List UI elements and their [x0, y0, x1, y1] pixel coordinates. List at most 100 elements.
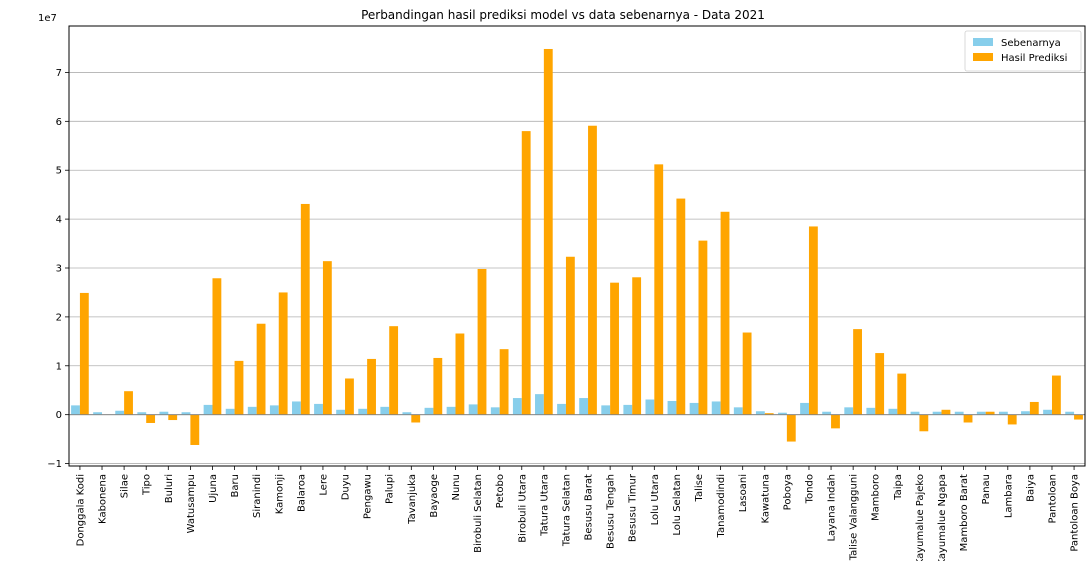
- bar-sebenarnya: [667, 400, 677, 415]
- x-tick-label: Pantoloan Boya: [1070, 474, 1081, 552]
- bar-hasil-prediksi: [455, 333, 465, 415]
- bar-hasil-prediksi: [1051, 375, 1061, 415]
- bar-hasil-prediksi: [941, 409, 951, 415]
- x-tick-label: Kabonena: [98, 474, 109, 524]
- legend-swatch: [973, 38, 993, 46]
- x-tick-label: Silae: [120, 474, 131, 498]
- bar-hasil-prediksi: [1074, 414, 1083, 420]
- bar-sebenarnya: [402, 412, 412, 415]
- bar-hasil-prediksi: [477, 268, 487, 415]
- x-tick-label: Bayaoge: [429, 474, 440, 518]
- bar-sebenarnya: [71, 405, 80, 415]
- bar-hasil-prediksi: [985, 411, 995, 415]
- y-tick-label: 6: [56, 117, 62, 128]
- bar-sebenarnya: [733, 407, 743, 415]
- bar-sebenarnya: [159, 411, 169, 415]
- bar-hasil-prediksi: [632, 277, 642, 415]
- x-tick-label: Lere: [318, 474, 329, 496]
- legend-label: Sebenarnya: [1001, 38, 1061, 49]
- x-tick-label: Petobo: [495, 474, 506, 508]
- y-tick-label: 7: [56, 68, 62, 79]
- x-tick-label: Layana Indah: [827, 474, 838, 542]
- bar-sebenarnya: [822, 411, 832, 415]
- bar-hasil-prediksi: [897, 373, 907, 415]
- x-tick-label: Palupi: [385, 474, 396, 504]
- x-tick-label: Balaroa: [296, 474, 307, 512]
- x-tick-label: Besusu Barat: [584, 474, 595, 541]
- bar-sebenarnya: [888, 408, 898, 415]
- x-tick-label: Ujuna: [208, 474, 219, 503]
- bar-sebenarnya: [579, 398, 589, 415]
- x-tick-label: Tipo: [142, 474, 153, 496]
- bar-hasil-prediksi: [698, 240, 708, 415]
- x-tick-label: Birobuli Utara: [517, 474, 528, 543]
- bar-hasil-prediksi: [146, 414, 156, 423]
- bars: [71, 48, 1083, 445]
- legend-label: Hasil Prediksi: [1001, 53, 1067, 64]
- x-tick-label: Tatura Utara: [539, 474, 550, 537]
- bar-hasil-prediksi: [300, 203, 310, 415]
- bar-sebenarnya: [623, 404, 633, 415]
- bar-hasil-prediksi: [168, 414, 178, 421]
- y-tick-label: 0: [56, 410, 62, 421]
- y-axis: −1 0 1 2 3 4 5 6 7: [47, 68, 69, 470]
- bar-hasil-prediksi: [875, 353, 885, 415]
- bar-sebenarnya: [844, 407, 854, 415]
- x-tick-label: Talise Valangguni: [849, 474, 860, 561]
- legend: Sebenarnya Hasil Prediksi: [964, 30, 1082, 72]
- bar-sebenarnya: [1043, 409, 1052, 415]
- x-tick-label: Pantoloan: [1047, 474, 1058, 523]
- chart-title: Perbandingan hasil prediksi model vs dat…: [361, 8, 765, 22]
- bar-sebenarnya: [800, 402, 809, 415]
- bar-sebenarnya: [601, 405, 611, 415]
- bar-sebenarnya: [380, 406, 390, 415]
- bar-sebenarnya: [468, 404, 478, 415]
- bar-hasil-prediksi: [234, 360, 244, 415]
- y-tick-label: 3: [56, 264, 62, 275]
- bar-hasil-prediksi: [786, 414, 796, 442]
- x-tick-label: Lambara: [1003, 474, 1014, 518]
- bar-hasil-prediksi: [190, 414, 200, 445]
- y-axis-scale-label: 1e7: [38, 13, 57, 24]
- bar-sebenarnya: [247, 406, 257, 415]
- x-tick-label: Kawatuna: [760, 474, 771, 524]
- x-tick-label: Buluri: [164, 474, 175, 503]
- bar-sebenarnya: [645, 399, 655, 415]
- bar-sebenarnya: [225, 408, 235, 415]
- bar-hasil-prediksi: [367, 358, 376, 415]
- legend-box: [964, 30, 1082, 72]
- bar-hasil-prediksi: [742, 332, 752, 415]
- bar-sebenarnya: [181, 412, 191, 415]
- bar-hasil-prediksi: [543, 48, 553, 415]
- y-tick-label: 4: [56, 215, 62, 226]
- bar-hasil-prediksi: [521, 131, 531, 415]
- x-tick-label: Nunu: [451, 474, 462, 501]
- bar-hasil-prediksi: [1029, 401, 1039, 415]
- bar-hasil-prediksi: [831, 414, 840, 429]
- bar-hasil-prediksi: [499, 349, 509, 415]
- y-tick-label: 5: [56, 166, 62, 177]
- x-tick-label: Kamonji: [274, 474, 285, 514]
- bar-hasil-prediksi: [963, 414, 973, 423]
- bar-hasil-prediksi: [212, 278, 222, 415]
- bar-sebenarnya: [932, 411, 942, 415]
- x-tick-label: Tavanjuka: [407, 474, 418, 525]
- bar-sebenarnya: [755, 411, 765, 415]
- bar-hasil-prediksi: [853, 329, 862, 415]
- bar-sebenarnya: [976, 411, 986, 415]
- x-tick-label: Kayumalue Ngapa: [937, 474, 948, 561]
- bar-sebenarnya: [778, 412, 787, 415]
- bar-hasil-prediksi: [345, 378, 354, 415]
- bar-sebenarnya: [424, 407, 434, 415]
- bar-sebenarnya: [93, 412, 103, 415]
- bar-sebenarnya: [203, 404, 213, 415]
- bar-hasil-prediksi: [256, 323, 266, 415]
- x-tick-label: Duyu: [341, 474, 352, 500]
- bar-hasil-prediksi: [124, 391, 133, 415]
- x-tick-label: Besusu Tengah: [606, 474, 617, 549]
- bar-hasil-prediksi: [278, 292, 288, 415]
- x-tick-label: Talise: [694, 474, 705, 503]
- bar-sebenarnya: [689, 402, 699, 415]
